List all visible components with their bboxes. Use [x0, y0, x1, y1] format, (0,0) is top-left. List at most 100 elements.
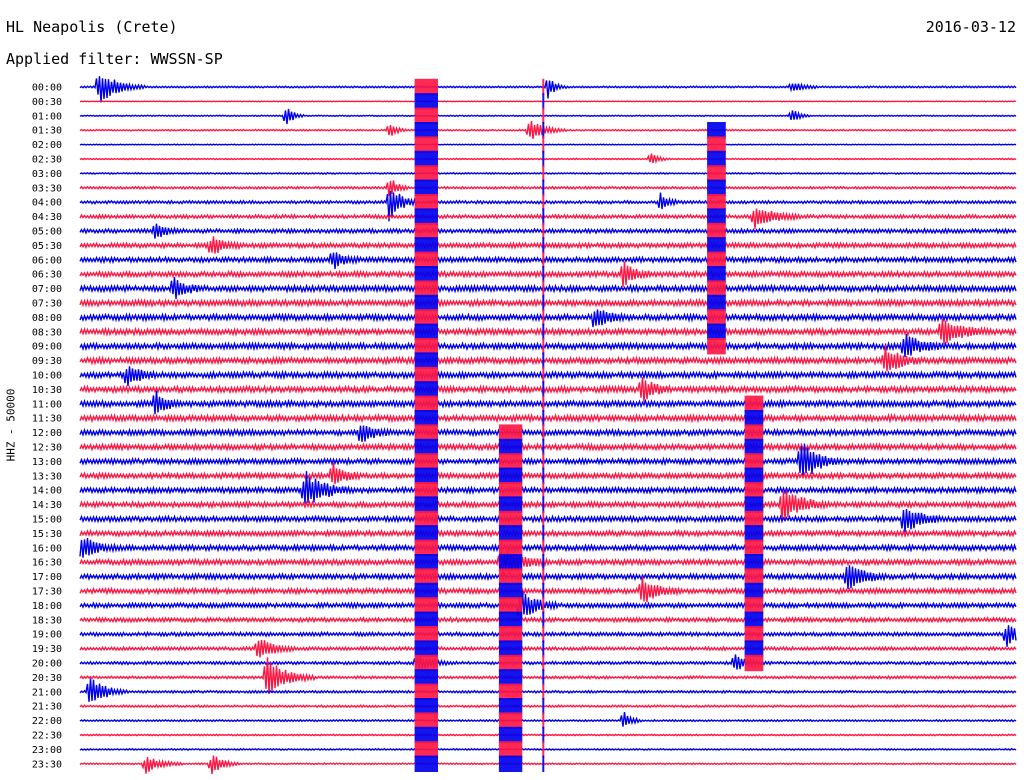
- saturated-burst-segment: [414, 237, 438, 254]
- saturated-burst-segment: [542, 582, 545, 600]
- row-tick-label: 03:30: [32, 183, 62, 194]
- saturated-burst-segment: [542, 424, 545, 441]
- saturated-burst-segment: [542, 352, 545, 369]
- saturated-burst-segment: [414, 698, 438, 715]
- saturated-burst-segment: [542, 294, 545, 312]
- row-tick-label: 16:00: [32, 543, 62, 554]
- trace-row: [79, 747, 1017, 752]
- saturated-burst-segment: [542, 726, 545, 744]
- trace-row: [79, 490, 1017, 523]
- saturated-burst-segment: [707, 222, 726, 240]
- trace-row: [79, 441, 1017, 453]
- saturated-burst-segment: [542, 381, 545, 398]
- saturated-burst-segment: [542, 568, 545, 585]
- trace-row: [79, 108, 1017, 125]
- trace-row: [79, 344, 1017, 372]
- row-tick-label: 17:00: [32, 572, 62, 583]
- saturated-burst-segment: [498, 554, 523, 571]
- saturated-burst-segment: [542, 93, 545, 110]
- trace-row: [79, 252, 1017, 270]
- row-tick-label: 01:30: [32, 126, 62, 137]
- saturated-burst-segment: [744, 438, 764, 456]
- row-tick-label: 20:30: [32, 673, 62, 684]
- saturated-burst-segment: [414, 78, 438, 96]
- saturated-burst-segment: [542, 395, 545, 412]
- saturated-burst-segment: [707, 309, 726, 326]
- saturated-burst-segment: [542, 194, 545, 211]
- saturated-burst-segment: [498, 424, 523, 441]
- trace-row: [79, 318, 1017, 345]
- saturated-burst-segment: [414, 294, 438, 312]
- saturated-burst-segment: [414, 640, 438, 657]
- row-tick-label: 14:30: [32, 500, 62, 511]
- trace-row: [79, 625, 1017, 647]
- saturated-burst-segment: [414, 611, 438, 628]
- saturated-burst-segment: [542, 597, 545, 614]
- trace-row: [79, 654, 1017, 670]
- saturated-burst-segment: [414, 352, 438, 369]
- saturated-burst-segment: [498, 582, 523, 600]
- saturated-burst-segment: [414, 251, 438, 268]
- row-tick-label: 10:00: [32, 371, 62, 382]
- saturated-burst-segment: [744, 410, 764, 427]
- saturated-burst-segment: [542, 280, 545, 297]
- saturated-burst-segment: [498, 438, 523, 456]
- trace-row: [79, 657, 1017, 694]
- saturated-burst-segment: [542, 698, 545, 715]
- saturated-burst-segment: [542, 366, 545, 384]
- saturated-burst-segment: [414, 395, 438, 412]
- saturated-burst-segment: [707, 136, 726, 153]
- saturated-burst-segment: [542, 467, 545, 484]
- saturated-burst-segment: [707, 208, 726, 225]
- row-tick-label: 19:00: [32, 630, 62, 641]
- trace-row: [79, 208, 1017, 229]
- saturated-burst-segment: [542, 554, 545, 571]
- saturated-burst-segment: [744, 626, 764, 643]
- saturated-burst-segment: [498, 654, 523, 672]
- saturated-burst-segment: [707, 251, 726, 268]
- saturated-burst-segment: [542, 179, 545, 196]
- saturated-burst-segment: [414, 669, 438, 686]
- saturated-burst-segment: [414, 208, 438, 225]
- saturated-burst-segment: [414, 366, 438, 384]
- saturated-burst-segment: [414, 683, 438, 700]
- row-tick-label: 05:30: [32, 241, 62, 252]
- saturated-burst-segment: [542, 338, 545, 355]
- row-tick-label: 23:30: [32, 759, 62, 770]
- saturated-burst-segment: [414, 568, 438, 585]
- row-tick-label: 15:00: [32, 515, 62, 526]
- trace-row: [79, 443, 1017, 478]
- saturated-burst-segment: [707, 122, 726, 139]
- trace-row: [79, 576, 1017, 603]
- saturated-burst-segment: [542, 237, 545, 254]
- saturated-burst-segment: [498, 467, 523, 484]
- saturated-burst-segment: [542, 640, 545, 657]
- row-tick-label: 02:00: [32, 140, 62, 151]
- saturated-burst-segment: [414, 755, 438, 772]
- trace-row: [79, 542, 1017, 579]
- saturated-burst-segment: [542, 453, 545, 470]
- saturated-burst-segment: [542, 222, 545, 240]
- saturated-burst-segment: [498, 626, 523, 643]
- saturated-burst-segment: [414, 438, 438, 456]
- saturated-burst-segment: [707, 237, 726, 254]
- trace-row: [79, 236, 1017, 254]
- saturated-burst-segment: [542, 78, 545, 96]
- saturated-burst-segment: [498, 640, 523, 657]
- saturated-burst-segment: [414, 496, 438, 513]
- saturated-burst-segment: [744, 395, 764, 412]
- saturated-burst-segment: [414, 179, 438, 196]
- row-tick-label: 10:30: [32, 385, 62, 396]
- row-tick-label: 16:30: [32, 558, 62, 569]
- saturated-burst-segment: [414, 309, 438, 326]
- station-title: HL Neapolis (Crete): [6, 18, 178, 36]
- trace-row: [79, 615, 1017, 624]
- saturated-burst-segment: [414, 467, 438, 484]
- saturated-burst-segment: [542, 438, 545, 456]
- saturated-burst-segment: [414, 626, 438, 643]
- saturated-burst-segment: [542, 510, 545, 528]
- saturated-burst-segment: [498, 597, 523, 614]
- row-tick-label: 12:00: [32, 428, 62, 439]
- saturated-burst-segment: [414, 323, 438, 340]
- trace-row: [79, 120, 1017, 140]
